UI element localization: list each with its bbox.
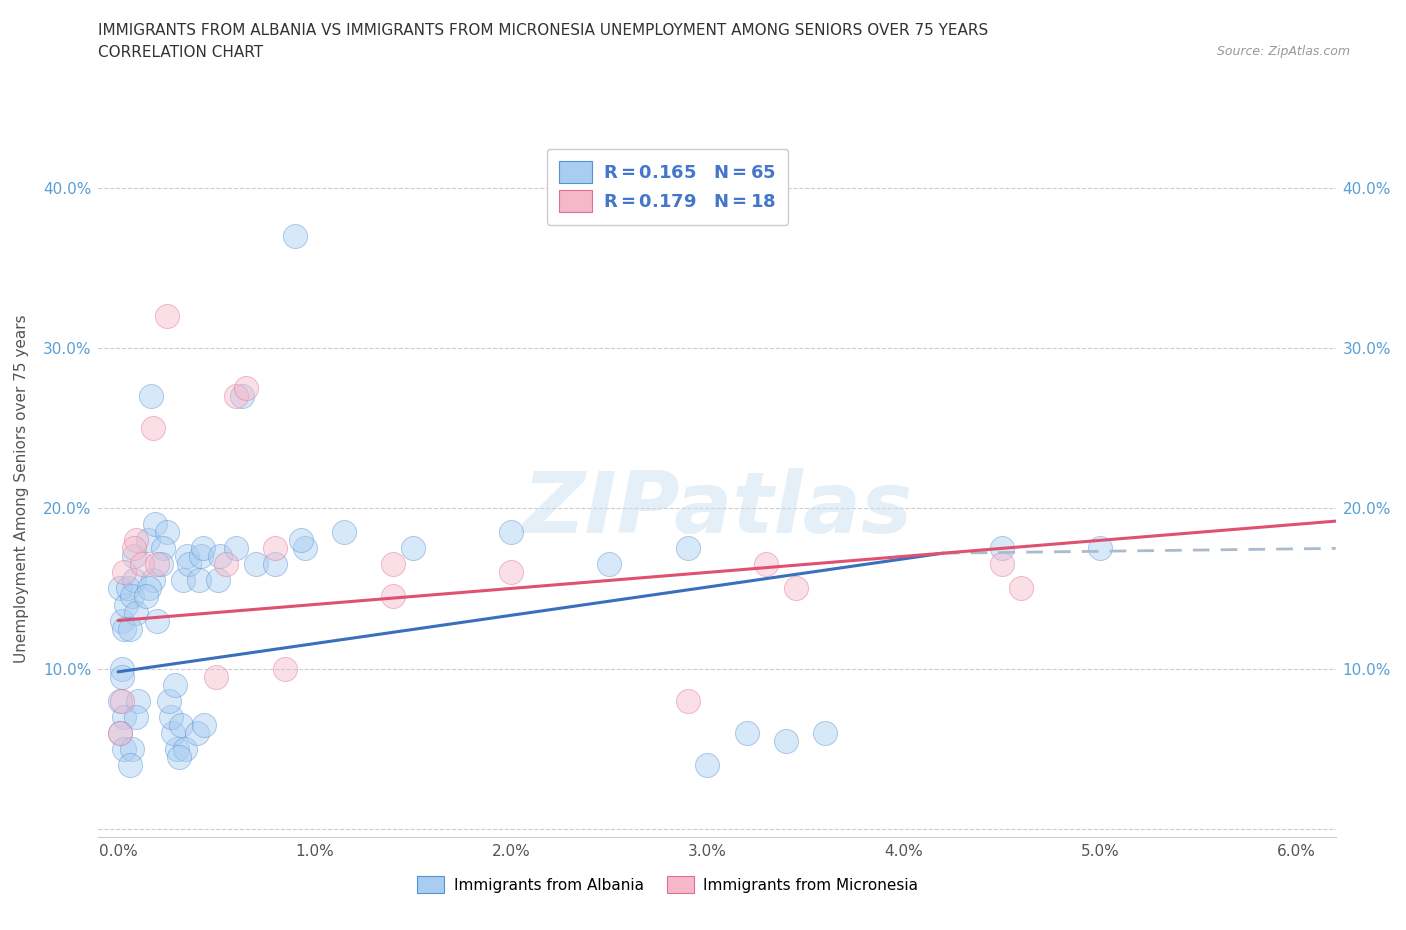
Point [676, 693, 699, 708]
Text: IMMIGRANTS FROM ALBANIA VS IMMIGRANTS FROM MICRONESIA UNEMPLOYMENT AMONG SENIORS: IMMIGRANTS FROM ALBANIA VS IMMIGRANTS FR… [98, 23, 988, 38]
Point [499, 525, 522, 539]
Point [108, 581, 131, 596]
Point [122, 549, 145, 564]
Point [235, 380, 257, 395]
Point [264, 557, 287, 572]
Point [166, 741, 188, 756]
Point [125, 533, 148, 548]
Point [193, 717, 215, 732]
Point [205, 670, 228, 684]
Point [264, 541, 287, 556]
Point [274, 661, 297, 676]
Point [125, 710, 148, 724]
Point [125, 605, 148, 620]
Point [186, 725, 208, 740]
Point [108, 725, 131, 740]
Point [115, 597, 138, 612]
Point [150, 557, 173, 572]
Point [245, 557, 267, 572]
Point [1088, 541, 1111, 556]
Point [676, 541, 699, 556]
Point [191, 541, 214, 556]
Point [382, 589, 405, 604]
Point [131, 557, 153, 572]
Point [333, 525, 356, 539]
Point [382, 557, 405, 572]
Point [775, 734, 797, 749]
Point [160, 710, 183, 724]
Point [111, 613, 134, 628]
Point [190, 549, 212, 564]
Point [696, 757, 718, 772]
Point [111, 670, 134, 684]
Point [207, 573, 229, 588]
Point [136, 533, 159, 548]
Point [225, 389, 247, 404]
Point [121, 741, 143, 756]
Point [146, 557, 169, 572]
Point [187, 573, 209, 588]
Point [141, 389, 163, 404]
Point [111, 661, 134, 676]
Point [121, 589, 143, 604]
Point [735, 725, 758, 740]
Text: ZIPatlas: ZIPatlas [522, 468, 912, 551]
Point [294, 541, 316, 556]
Y-axis label: Unemployment Among Seniors over 75 years: Unemployment Among Seniors over 75 years [14, 314, 30, 662]
Point [127, 693, 149, 708]
Point [209, 549, 232, 564]
Point [755, 557, 778, 572]
Point [122, 573, 145, 588]
Point [284, 228, 307, 243]
Point [215, 557, 238, 572]
Point [118, 757, 141, 772]
Point [112, 565, 135, 580]
Point [225, 541, 247, 556]
Point [167, 750, 190, 764]
Point [162, 725, 184, 740]
Point [401, 541, 423, 556]
Point [991, 557, 1014, 572]
Point [177, 557, 200, 572]
Point [785, 581, 807, 596]
Point [152, 541, 174, 556]
Point [138, 581, 160, 596]
Point [499, 565, 522, 580]
Point [112, 710, 135, 724]
Point [112, 621, 135, 636]
Text: CORRELATION CHART: CORRELATION CHART [98, 45, 263, 60]
Point [814, 725, 837, 740]
Text: Source: ZipAtlas.com: Source: ZipAtlas.com [1216, 45, 1350, 58]
Point [1011, 581, 1033, 596]
Point [157, 693, 180, 708]
Point [231, 389, 253, 404]
Point [145, 517, 167, 532]
Point [142, 573, 165, 588]
Point [598, 557, 620, 572]
Point [163, 677, 186, 692]
Point [108, 725, 131, 740]
Point [135, 589, 157, 604]
Point [290, 533, 312, 548]
Point [156, 309, 179, 324]
Point [173, 741, 195, 756]
Point [118, 621, 141, 636]
Legend: Immigrants from Albania, Immigrants from Micronesia: Immigrants from Albania, Immigrants from… [411, 870, 924, 899]
Point [111, 693, 134, 708]
Point [991, 541, 1014, 556]
Point [112, 741, 135, 756]
Point [156, 525, 179, 539]
Point [117, 581, 139, 596]
Point [172, 573, 194, 588]
Point [122, 541, 145, 556]
Point [176, 549, 198, 564]
Point [170, 717, 193, 732]
Point [142, 420, 165, 435]
Point [146, 613, 169, 628]
Point [108, 693, 131, 708]
